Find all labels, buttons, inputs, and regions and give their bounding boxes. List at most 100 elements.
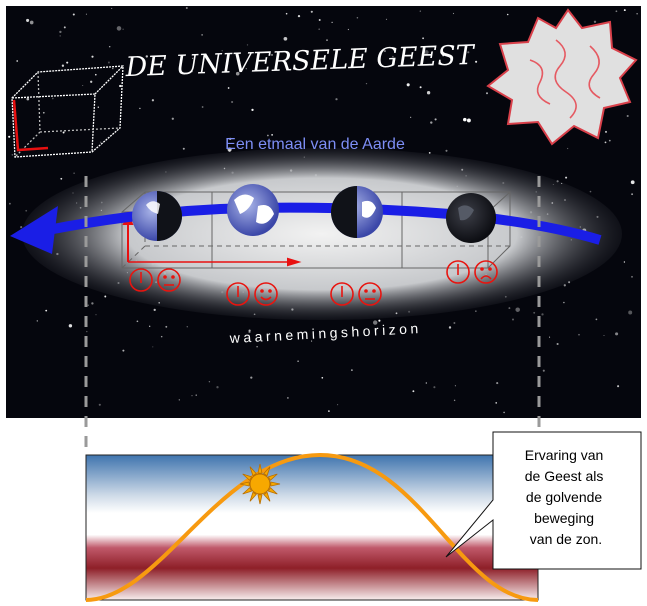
star <box>433 386 436 389</box>
earth-evening <box>331 186 383 238</box>
star <box>506 13 509 16</box>
star <box>72 13 75 16</box>
star <box>221 50 223 52</box>
star <box>463 117 467 122</box>
star <box>595 318 598 321</box>
star <box>453 322 456 324</box>
sun-ray <box>257 463 263 474</box>
star <box>178 399 180 401</box>
star <box>20 226 23 229</box>
star <box>623 9 626 12</box>
star <box>503 411 505 414</box>
star <box>379 148 381 150</box>
star <box>90 80 93 83</box>
star <box>412 390 415 393</box>
star <box>95 314 97 316</box>
star <box>563 301 565 304</box>
callout-line: de golvende <box>526 489 603 505</box>
star <box>145 55 148 58</box>
earth-night <box>446 193 496 243</box>
subtitle: Een etmaal van de Aarde <box>225 136 405 153</box>
star <box>285 12 288 15</box>
sun-wave <box>85 452 539 602</box>
star <box>216 386 219 389</box>
star <box>365 82 368 85</box>
star <box>448 326 452 329</box>
star <box>496 382 499 385</box>
star <box>430 121 433 124</box>
star <box>410 116 412 118</box>
star <box>16 60 19 62</box>
star <box>466 118 471 123</box>
sun-icon <box>239 463 281 505</box>
star <box>171 117 174 120</box>
star <box>8 135 11 138</box>
star <box>615 10 618 13</box>
star <box>636 13 638 15</box>
star <box>185 6 188 10</box>
star <box>251 108 254 112</box>
star <box>82 84 84 87</box>
star <box>541 313 544 316</box>
star <box>248 329 251 332</box>
star <box>42 111 45 114</box>
star <box>512 318 514 321</box>
star <box>227 87 230 89</box>
star <box>604 141 607 144</box>
star <box>107 61 110 64</box>
clock-icon <box>446 260 470 284</box>
star <box>452 12 455 15</box>
star <box>186 326 188 328</box>
sun-ray <box>267 487 278 495</box>
star <box>85 13 87 15</box>
star <box>578 333 580 336</box>
star <box>86 330 88 333</box>
star <box>9 202 11 205</box>
star <box>630 180 635 185</box>
star <box>628 310 633 315</box>
sun-ray <box>263 491 271 502</box>
star <box>116 26 122 31</box>
star <box>201 34 203 36</box>
star <box>108 45 111 48</box>
star <box>151 99 155 102</box>
star <box>565 176 568 179</box>
star <box>428 152 431 154</box>
star <box>424 50 429 55</box>
star <box>160 335 163 338</box>
star <box>122 349 125 352</box>
star <box>495 402 498 404</box>
star <box>152 346 154 348</box>
star <box>45 309 48 312</box>
star <box>231 100 234 104</box>
star <box>97 106 99 108</box>
star <box>26 97 30 101</box>
star <box>392 55 394 58</box>
star <box>566 147 569 150</box>
star <box>475 310 477 312</box>
star <box>318 28 321 31</box>
sun-ray <box>249 466 257 477</box>
star <box>59 30 62 34</box>
smiley-icon <box>474 260 498 284</box>
star <box>122 28 124 30</box>
star <box>235 71 240 76</box>
star <box>623 261 626 263</box>
star <box>454 385 456 387</box>
star <box>631 275 633 278</box>
star <box>556 342 559 346</box>
cube-icon <box>11 65 124 158</box>
star <box>66 61 69 64</box>
star <box>475 60 478 63</box>
star <box>533 311 536 314</box>
star <box>321 376 324 379</box>
star <box>383 50 386 53</box>
clock-icon <box>129 268 153 292</box>
star <box>112 67 114 70</box>
star <box>63 26 66 29</box>
clock-icon <box>330 282 354 306</box>
star <box>347 28 350 31</box>
star <box>201 106 204 108</box>
star <box>406 83 410 87</box>
star <box>608 139 611 142</box>
